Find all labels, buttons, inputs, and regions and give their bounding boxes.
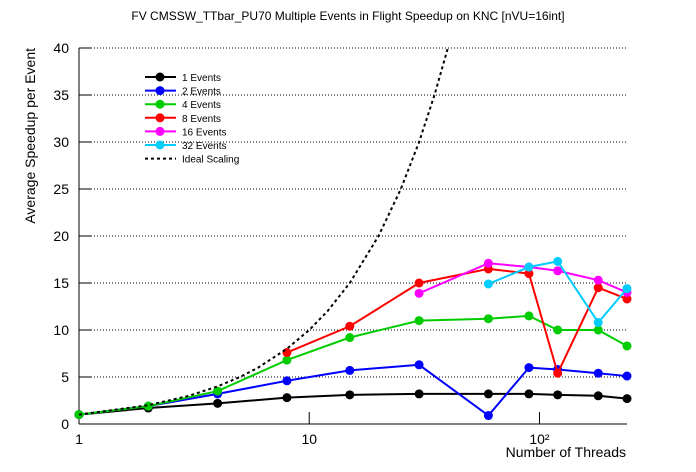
legend-marker — [155, 86, 165, 96]
y-tick-label: 20 — [53, 228, 69, 244]
x-tick-label: 10² — [529, 431, 550, 447]
data-point — [593, 317, 603, 327]
legend-marker — [155, 72, 165, 82]
data-point — [593, 325, 603, 335]
data-point — [282, 355, 292, 365]
legend-marker — [155, 140, 165, 150]
data-point — [345, 365, 355, 375]
y-tick-label: 35 — [53, 87, 69, 103]
y-axis-label: Average Speedup per Event — [22, 48, 38, 224]
data-point — [622, 284, 632, 294]
legend-marker — [155, 99, 165, 109]
data-point — [414, 278, 424, 288]
y-tick-label: 10 — [53, 322, 69, 338]
data-point — [414, 316, 424, 326]
data-point — [553, 368, 563, 378]
data-point — [483, 258, 493, 268]
y-tick-label: 0 — [61, 416, 69, 432]
data-point — [345, 390, 355, 400]
legend-label: 4 Events — [182, 100, 221, 111]
series-line — [78, 47, 449, 416]
data-point — [483, 389, 493, 399]
data-point — [345, 333, 355, 343]
data-point — [524, 389, 534, 399]
data-point — [553, 266, 563, 276]
legend-marker — [155, 126, 165, 136]
data-point — [622, 341, 632, 351]
y-tick-label: 25 — [53, 181, 69, 197]
data-point — [524, 311, 534, 321]
data-point — [553, 390, 563, 400]
data-point — [483, 279, 493, 289]
data-point — [282, 348, 292, 358]
legend-label: 8 Events — [182, 114, 221, 125]
data-point — [622, 394, 632, 404]
series-line — [286, 267, 628, 377]
legend-label: 2 Events — [182, 87, 221, 98]
legend-label: 16 Events — [182, 127, 226, 138]
data-point — [213, 398, 223, 408]
x-axis-label: Number of Threads — [506, 444, 626, 460]
data-point — [414, 389, 424, 399]
data-point — [524, 262, 534, 272]
legend-label: 32 Events — [182, 141, 226, 152]
y-tick-label: 15 — [53, 275, 69, 291]
data-point — [282, 376, 292, 386]
data-point — [414, 288, 424, 298]
data-point — [524, 363, 534, 373]
data-point — [414, 360, 424, 370]
chart-title: FV CMSSW_TTbar_PU70 Multiple Events in F… — [131, 9, 564, 23]
data-point — [593, 368, 603, 378]
data-point — [213, 386, 223, 396]
data-point — [593, 391, 603, 401]
y-tick-label: 5 — [61, 369, 69, 385]
data-point — [593, 275, 603, 285]
data-point — [524, 269, 534, 279]
data-point — [622, 371, 632, 381]
data-point — [483, 314, 493, 324]
legend-label: 1 Events — [182, 73, 221, 84]
data-point — [282, 393, 292, 403]
data-point — [345, 321, 355, 331]
data-point — [622, 294, 632, 304]
legend-marker — [155, 113, 165, 123]
data-point — [553, 325, 563, 335]
legend-label: Ideal Scaling — [182, 155, 239, 166]
data-point — [553, 256, 563, 266]
data-point — [593, 283, 603, 293]
y-tick-label: 30 — [53, 134, 69, 150]
y-tick-label: 40 — [53, 40, 69, 56]
series-line — [418, 262, 628, 295]
data-point — [483, 411, 493, 421]
x-tick-label: 1 — [75, 431, 83, 447]
x-tick-label: 10 — [301, 431, 317, 447]
